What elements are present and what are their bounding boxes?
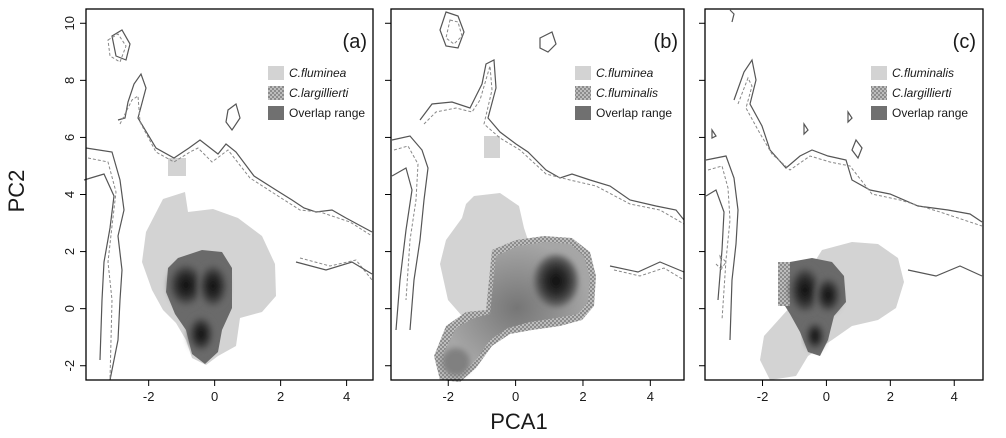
panel-a-label: (a) [343,31,367,53]
panel-c-x-tick-label: -2 [757,389,769,404]
panel-a-fluminea-patch [168,158,186,176]
panel-c-legend-label-3: Overlap range [892,106,968,120]
panel-c-overlap-core [805,322,825,350]
panel-c-plot-area [705,9,983,380]
panel-c-label: (c) [953,31,976,53]
panel-a-legend: C.fluminea C.largillierti Overlap range [268,66,365,120]
panel-b-legend-swatch-1 [575,66,591,80]
panel-a-legend-label-1: C.fluminea [289,66,347,80]
panel-b-contour-solid [391,11,685,331]
panel-a-legend-swatch-1 [268,66,284,80]
panel-c-contour-solid [705,9,983,341]
panel-b-x-tick-label: -2 [442,389,454,404]
panel-b-label: (b) [654,31,678,53]
panel-a-y-tick-label: -2 [62,360,77,372]
panel-c-legend-swatch-2 [871,86,887,100]
panel-a-y-ticks: -2 0 2 4 6 8 10 [62,16,86,372]
panel-a-y-tick-label: 10 [62,16,77,30]
panel-b-plot-area [391,11,685,382]
panel-a-contour-dashed [87,33,373,381]
panel-a-y-tick-label: 4 [62,191,77,198]
panel-b-y-ticks [385,22,391,367]
panel-b: (b) C.fluminea C.fluminalis Overlap rang… [385,8,685,404]
x-axis-label: PCA1 [490,409,547,434]
panel-b-legend-swatch-2 [575,86,591,100]
panel-c-overlap-core [789,266,821,314]
panel-b-legend: C.fluminea C.fluminalis Overlap range [575,66,672,120]
panel-a-legend-swatch-3 [268,106,284,120]
panel-a-y-tick-label: 0 [62,305,77,312]
panel-a-legend-label-2: C.largillierti [289,86,349,100]
panel-c-legend-swatch-1 [871,66,887,80]
panel-c-y-ticks [699,22,705,367]
panel-c-legend-label-1: C.fluminalis [892,66,954,80]
panel-a-overlap-core [198,264,228,308]
panel-b-fluminea-patch [484,136,500,158]
panel-b-overlap-core [534,255,578,307]
panel-b-overlap-core [442,348,470,376]
panel-a-y-tick-label: 6 [62,134,77,141]
panel-a-overlap-core [168,263,204,307]
panel-b-x-tick-label: 0 [512,389,519,404]
panel-c-x-ticks: -2 0 2 4 [757,380,958,404]
panel-b-legend-label-2: C.fluminalis [596,86,658,100]
panel-a-plot-area [83,29,373,381]
panel-c: (c) C.fluminalis C.largillierti Overlap … [699,8,984,404]
panel-a-x-tick-label: -2 [143,389,155,404]
panel-a-overlap-core [188,316,214,352]
panel-b-x-ticks: -2 0 2 4 [442,380,654,404]
panel-c-overlap-core [815,277,841,313]
panel-c-overlap-edge [778,262,790,306]
panel-a-legend-swatch-2 [268,86,284,100]
panel-b-legend-label-3: Overlap range [596,106,672,120]
panel-b-legend-swatch-3 [575,106,591,120]
panel-a-y-tick-label: 8 [62,77,77,84]
panel-b-x-tick-label: 4 [647,389,654,404]
panel-a-x-tick-label: 2 [277,389,284,404]
panel-c-legend-label-2: C.largillierti [892,86,952,100]
panel-c-contour-solid [907,265,983,277]
panel-c-x-tick-label: 0 [823,389,830,404]
panel-a: (a) C.fluminea C.largillierti Overlap ra… [62,8,374,404]
panel-a-x-ticks: -2 0 2 4 [143,380,350,404]
panel-a-contour-solid [295,261,373,275]
panel-a-x-tick-label: 0 [211,389,218,404]
panel-c-x-tick-label: 4 [951,389,958,404]
panel-c-legend-swatch-3 [871,106,887,120]
panel-a-y-tick-label: 2 [62,248,77,255]
panel-b-contour-solid [609,261,685,273]
panel-b-legend-label-1: C.fluminea [596,66,654,80]
y-axis-label: PC2 [4,170,29,213]
panel-a-legend-label-3: Overlap range [289,106,365,120]
panel-a-x-tick-label: 4 [343,389,350,404]
panel-a-contour-solid [83,29,373,381]
panel-b-x-tick-label: 2 [579,389,586,404]
panel-c-legend: C.fluminalis C.largillierti Overlap rang… [871,66,968,120]
panel-c-x-tick-label: 2 [887,389,894,404]
